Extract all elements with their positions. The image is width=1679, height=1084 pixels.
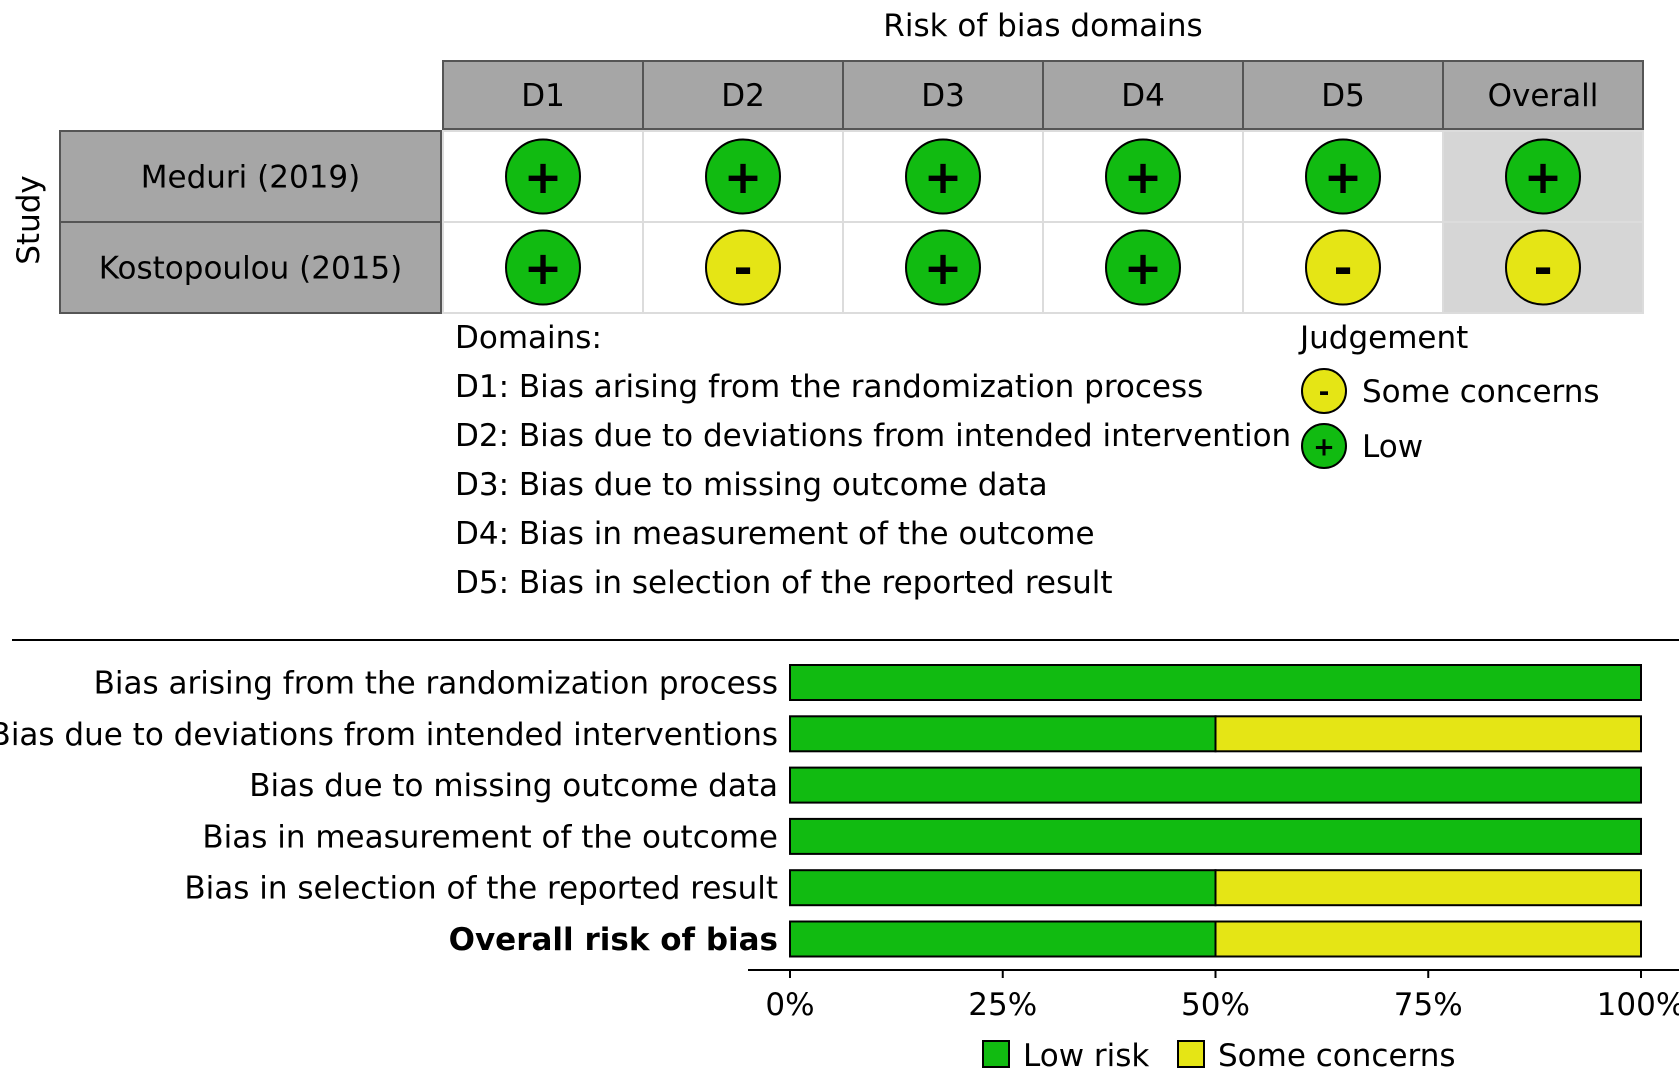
column-header-d3 <box>842 60 1044 130</box>
judgement-kostopoulou-2015-overall: - <box>1505 229 1581 306</box>
judgement-symbol: - <box>1319 377 1330 407</box>
column-header-label: D4 <box>1121 78 1165 114</box>
low-circle <box>905 229 981 306</box>
legend-swatch-some-concerns <box>1177 1040 1205 1068</box>
judgement-kostopoulou-2015-d3: + <box>905 229 981 306</box>
bar-category-label: Bias arising from the randomization proc… <box>94 666 778 702</box>
judgement-meduri-2019-overall: + <box>1505 138 1581 215</box>
low-circle <box>505 138 581 215</box>
bar-segment-low-risk <box>789 664 1642 701</box>
judgement-legend-label: Low <box>1362 429 1423 465</box>
column-header-label: Overall <box>1488 78 1599 114</box>
judgement-kostopoulou-2015-d1: + <box>505 229 581 306</box>
judgement-legend-some-concerns-icon: - <box>1301 368 1347 414</box>
domains-legend: Domains: D1: Bias arising from the random… <box>455 320 1291 601</box>
judgement-meduri-2019-d4: + <box>1105 138 1181 215</box>
column-header-label: D5 <box>1321 78 1365 114</box>
study-name: Kostopoulou (2015) <box>99 251 402 287</box>
domain-description: D5: Bias in selection of the reported re… <box>455 565 1113 601</box>
judgement-symbol: + <box>524 241 563 295</box>
bar-segment-some-concerns <box>1214 869 1642 907</box>
judgement-meduri-2019-d3: + <box>905 138 981 215</box>
bar-category-label: Bias due to missing outcome data <box>249 768 778 804</box>
bar-category-label: Overall risk of bias <box>449 922 778 958</box>
judgement-kostopoulou-2015-d2: - <box>705 229 781 306</box>
column-header-label: D1 <box>521 78 565 114</box>
judgement-symbol: - <box>1533 241 1552 295</box>
summary-bar-chart: Bias arising from the randomization proc… <box>0 664 1679 1023</box>
bar-segment-low-risk <box>789 920 1217 958</box>
low-circle <box>1301 423 1347 469</box>
study-axis-label: Study <box>11 175 47 265</box>
study-name: Meduri (2019) <box>141 160 360 196</box>
bar-segment-low-risk <box>789 869 1217 907</box>
judgement-symbol: + <box>1124 150 1163 204</box>
x-tick-label: 25% <box>968 987 1037 1023</box>
column-header-d5 <box>1242 60 1444 130</box>
x-tick-label: 100% <box>1597 987 1679 1023</box>
judgement-symbol: + <box>524 150 563 204</box>
column-header-label: D3 <box>921 78 965 114</box>
some-concerns-circle <box>1305 229 1381 306</box>
column-header-d1 <box>442 60 644 130</box>
judgement-symbol: + <box>1324 150 1363 204</box>
legend-label: Low risk <box>1023 1038 1149 1074</box>
judgement-kostopoulou-2015-d4: + <box>1105 229 1181 306</box>
bar-segment-low-risk <box>789 766 1642 804</box>
judgement-symbol: + <box>724 150 763 204</box>
bar-category-label: Bias in measurement of the outcome <box>202 819 778 855</box>
judgement-symbol: + <box>924 241 963 295</box>
judgement-symbol: - <box>733 241 752 295</box>
column-header-d2 <box>642 60 844 130</box>
judgement-symbol: - <box>1333 241 1352 295</box>
legend-label: Some concerns <box>1218 1038 1456 1074</box>
domain-description: D3: Bias due to missing outcome data <box>455 467 1048 503</box>
judgement-meduri-2019-d2: + <box>705 138 781 215</box>
x-tick-label: 50% <box>1181 987 1250 1023</box>
domains-heading: Domains: <box>455 320 602 356</box>
domain-description: D1: Bias arising from the randomization … <box>455 369 1203 405</box>
low-circle <box>1105 138 1181 215</box>
some-concerns-circle <box>705 229 781 306</box>
judgement-symbol: + <box>924 150 963 204</box>
judgement-symbol: + <box>1124 241 1163 295</box>
judgement-kostopoulou-2015-d5: - <box>1305 229 1381 306</box>
bar-segment-low-risk <box>789 817 1642 855</box>
judgement-legend: Judgement - Some concerns + Low <box>1298 320 1600 469</box>
some-concerns-circle <box>1505 229 1581 306</box>
low-circle <box>1105 229 1181 306</box>
low-circle <box>1505 138 1581 215</box>
traffic-light-grid: D1 D2 D3 D4 D5 Overall Meduri (2019) + + + + + + Kost… <box>59 60 1644 314</box>
some-concerns-circle <box>1301 368 1347 414</box>
bar-category-label: Bias in selection of the reported result <box>184 871 778 907</box>
judgement-heading: Judgement <box>1298 320 1468 356</box>
low-circle <box>1305 138 1381 215</box>
low-circle <box>905 138 981 215</box>
bar-segment-low-risk <box>789 715 1217 753</box>
judgement-legend-low-icon: + <box>1301 423 1347 469</box>
judgement-symbol: + <box>1524 150 1563 204</box>
judgement-symbol: + <box>1313 432 1335 462</box>
domain-description: D2: Bias due to deviations from intended… <box>455 418 1291 454</box>
domain-description: D4: Bias in measurement of the outcome <box>455 516 1095 552</box>
low-circle <box>505 229 581 306</box>
column-header-overall <box>1442 60 1644 130</box>
column-header-label: D2 <box>721 78 765 114</box>
x-tick-label: 0% <box>765 987 814 1023</box>
bar-segment-some-concerns <box>1214 920 1642 958</box>
low-circle <box>705 138 781 215</box>
judgement-legend-label: Some concerns <box>1362 374 1600 410</box>
bar-segment-some-concerns <box>1214 715 1642 753</box>
x-tick-label: 75% <box>1394 987 1463 1023</box>
study-row-header <box>59 221 442 314</box>
bar-legend: Low risk Some concerns <box>982 1038 1456 1074</box>
judgement-meduri-2019-d5: + <box>1305 138 1381 215</box>
legend-swatch-low-risk <box>982 1040 1010 1068</box>
bar-category-label: Bias due to deviations from intended int… <box>0 717 778 753</box>
judgement-meduri-2019-d1: + <box>505 138 581 215</box>
traffic-light-title: Risk of bias domains <box>883 8 1202 44</box>
